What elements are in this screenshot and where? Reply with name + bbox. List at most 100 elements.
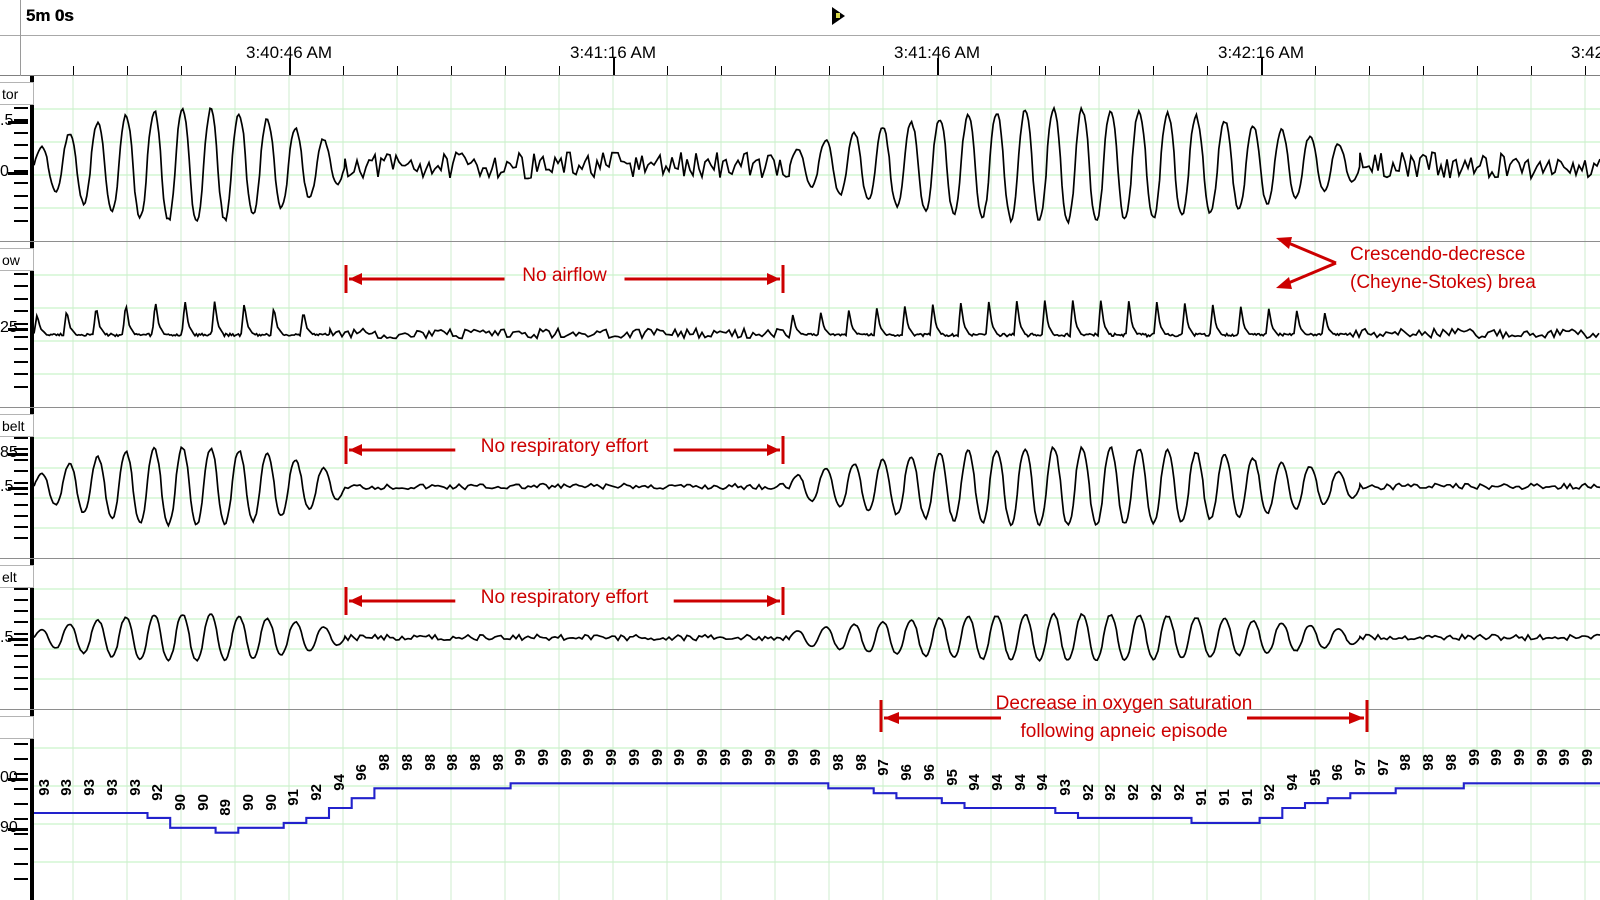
time-tick-minor [1045, 66, 1046, 75]
spo2-value-label: 93 [81, 778, 99, 796]
spo2-value-label: 93 [1057, 778, 1075, 796]
channel-chest-belt[interactable]: belt 85 .5 [0, 408, 1600, 559]
spo2-value-label: 96 [353, 764, 371, 781]
channel-axis-rail-spo2 [30, 710, 34, 900]
y-axis-tick-major [8, 453, 28, 457]
spo2-value-label: 99 [648, 749, 666, 767]
y-axis-tick [14, 643, 28, 646]
y-axis-label: 25 [0, 319, 18, 337]
y-axis-tick [14, 459, 28, 462]
spo2-value-label: 92 [1102, 783, 1120, 801]
spo2-value-label: 98 [466, 754, 484, 771]
time-tick-minor [1153, 66, 1154, 75]
timebar-left-rule [20, 0, 21, 36]
spo2-value-label: 90 [194, 793, 212, 811]
y-axis-tick [14, 588, 28, 591]
epoch-duration-label: 5m 0s [26, 6, 74, 25]
time-tick-major [289, 58, 291, 75]
channel-axis-rail-thermistor [30, 76, 34, 241]
y-axis-tick [14, 119, 28, 122]
y-axis-tick [14, 537, 28, 539]
play-triangle-marker-dot-icon [836, 13, 840, 18]
time-axis[interactable]: 3:40:46 AM 3:41:16 AM 3:41:46 AM 3:42:16 AM… [0, 36, 1600, 76]
spo2-value-label: 98 [1420, 754, 1438, 771]
spo2-value-label: 97 [1374, 759, 1392, 776]
channel-spo2[interactable]: 00 90 93 93 93 93 93 92 90 90 89 90 90 91 92 94 96 98 98 9… [0, 710, 1600, 900]
y-axis-tick [14, 297, 28, 300]
y-axis-tick [14, 310, 28, 313]
time-tick-minor [721, 66, 722, 75]
channel-axis-rail-nasal-flow [30, 242, 34, 407]
time-tick-minor [343, 66, 344, 75]
channel-plot-abdominal-belt [34, 559, 1600, 709]
spo2-value-label: 99 [1510, 749, 1528, 767]
time-tick-minor [1207, 66, 1208, 75]
spo2-value-label: 99 [1579, 749, 1597, 767]
spo2-value-label: 96 [898, 764, 916, 781]
y-axis-tick-major [8, 637, 28, 641]
y-axis-tick [14, 676, 28, 679]
time-tick-minor [1315, 66, 1316, 75]
spo2-value-label: 91 [1238, 788, 1256, 806]
y-axis-tick [14, 360, 28, 363]
y-axis-tick [14, 272, 28, 275]
spo2-value-label: 93 [35, 778, 53, 796]
time-tick-minor [559, 66, 560, 75]
y-axis-tick-major [8, 120, 28, 124]
time-tick-minor [505, 66, 506, 75]
spo2-value-label: 92 [1170, 783, 1188, 801]
y-axis-tick [14, 348, 28, 351]
spo2-value-label: 98 [830, 754, 848, 771]
spo2-value-label: 93 [58, 778, 76, 796]
y-axis-tick [14, 803, 28, 805]
channel-nasal-flow[interactable]: ow 25 [0, 242, 1600, 408]
y-axis-tick [14, 470, 28, 473]
channel-stack: tor .5 0 ow 25 belt [0, 76, 1600, 900]
spo2-value-label: 99 [512, 749, 530, 767]
channel-thermistor[interactable]: tor .5 0 [0, 76, 1600, 242]
spo2-value-label: 99 [807, 749, 825, 767]
time-tick-minor [235, 66, 236, 75]
y-axis-tick [14, 285, 28, 288]
channel-label-spo2 [0, 716, 34, 739]
y-axis-tick [14, 323, 28, 325]
spo2-value-label: 99 [603, 749, 621, 767]
waveform-trace [34, 445, 1600, 528]
time-axis-label: 3:42 [1571, 43, 1600, 62]
spo2-value-label: 99 [784, 749, 802, 767]
time-tick-minor [1423, 66, 1424, 75]
spo2-value-label: 90 [171, 793, 189, 811]
spo2-value-label: 95 [943, 769, 961, 786]
y-axis-tick [14, 131, 28, 134]
spo2-value-label: 99 [671, 749, 689, 767]
y-axis-tick [14, 758, 28, 760]
spo2-value-label: 89 [217, 798, 235, 816]
spo2-value-label: 98 [444, 754, 462, 771]
y-axis-tick [14, 106, 28, 109]
y-axis-tick [14, 335, 28, 338]
channel-plot-chest-belt [34, 408, 1600, 558]
time-tick-minor [397, 66, 398, 75]
channel-plot-spo2: 93 93 93 93 93 92 90 90 89 90 90 91 92 94 96 98 98 98 98 98… [34, 710, 1600, 900]
channel-abdominal-belt[interactable]: elt .5 [0, 559, 1600, 710]
y-axis-tick [14, 818, 28, 820]
time-tick-minor [1099, 66, 1100, 75]
spo2-value-label: 98 [376, 754, 394, 771]
spo2-value-label: 99 [580, 749, 598, 767]
y-axis-tick [14, 743, 28, 745]
y-axis-label: 85 [0, 444, 18, 462]
channel-axis-rail-abdominal-belt [30, 559, 34, 709]
spo2-value-label: 95 [1306, 769, 1324, 786]
y-axis-tick [14, 863, 28, 865]
time-tick-minor [667, 66, 668, 75]
waveform-trace [34, 300, 1600, 341]
channel-label-abdominal-belt: elt [0, 565, 34, 588]
spo2-value-label: 92 [1261, 783, 1279, 801]
spo2-value-label: 92 [1147, 783, 1165, 801]
time-tick-minor [883, 66, 884, 75]
spo2-value-label: 97 [875, 759, 893, 776]
time-axis-label: 3:41:16 AM [569, 43, 657, 62]
y-axis-tick [14, 632, 28, 635]
spo2-value-label: 96 [920, 764, 938, 781]
spo2-value-label: 99 [1465, 749, 1483, 767]
